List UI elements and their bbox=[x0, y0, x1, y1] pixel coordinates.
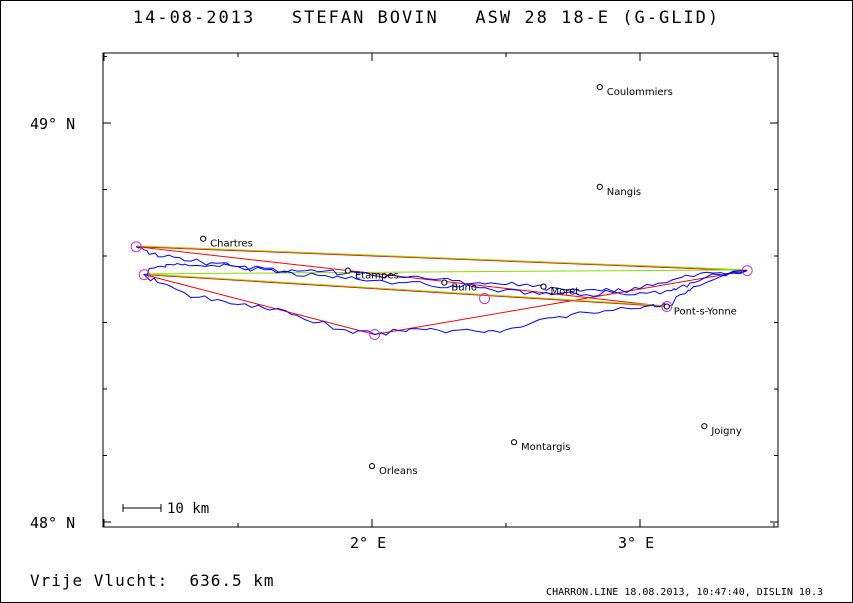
place-marker bbox=[596, 183, 603, 190]
turnpoint-marker bbox=[741, 265, 753, 277]
task-line-green bbox=[144, 269, 748, 275]
flight-title: 14-08-2013 STEFAN BOVIN ASW 28 18-E (G-G… bbox=[132, 8, 721, 28]
software-credit: CHARRON.LINE 18.08.2013, 10:47:40, DISLI… bbox=[546, 587, 823, 598]
place-marker bbox=[540, 283, 547, 290]
place-label: Buno bbox=[451, 283, 477, 294]
flight-track-path bbox=[135, 246, 748, 336]
place-label: Montargis bbox=[521, 442, 570, 453]
place-label: Nangis bbox=[607, 187, 641, 198]
place-label: Coulommiers bbox=[607, 87, 673, 98]
free-flight-distance: Vrije Vlucht: 636.5 km bbox=[30, 571, 275, 590]
lat-label: 49° N bbox=[30, 115, 75, 133]
lat-label: 48° N bbox=[30, 514, 75, 532]
place-markers: Coulommiers Nangis Chartres Etampes Buno More… bbox=[200, 83, 742, 477]
task-line-red bbox=[136, 246, 667, 308]
lon-label: 3° E bbox=[618, 534, 654, 552]
turnpoint-marker bbox=[138, 269, 150, 281]
turnpoints bbox=[130, 241, 753, 340]
task-lines bbox=[136, 245, 748, 335]
flight-track bbox=[135, 246, 748, 336]
place-marker bbox=[441, 279, 448, 286]
place-marker bbox=[701, 423, 708, 430]
place-marker bbox=[596, 83, 603, 91]
task-line-red bbox=[144, 274, 667, 308]
task-line-green bbox=[144, 273, 667, 307]
turnpoint-marker bbox=[130, 241, 142, 253]
task-line-green bbox=[136, 245, 748, 271]
place-label: Pont-s-Yonne bbox=[674, 307, 737, 318]
scale-bar: 10 km bbox=[122, 501, 209, 517]
place-marker bbox=[663, 303, 670, 310]
turnpoint-marker bbox=[369, 328, 381, 340]
scale-bar-label: 10 km bbox=[167, 501, 209, 517]
place-label: Orleans bbox=[379, 466, 418, 477]
place-label: Joigny bbox=[710, 426, 742, 437]
place-marker bbox=[344, 267, 351, 274]
place-marker bbox=[368, 463, 376, 470]
task-line-red bbox=[144, 274, 375, 335]
place-marker bbox=[200, 235, 207, 242]
task-line-red bbox=[374, 270, 748, 335]
place-label: Chartres bbox=[210, 239, 253, 250]
axis-ticks bbox=[103, 53, 778, 527]
place-label: Moret bbox=[551, 287, 580, 298]
task-line-red bbox=[136, 246, 748, 272]
place-label: Etampes bbox=[355, 271, 399, 282]
plot-frame bbox=[102, 52, 779, 528]
turnpoint-marker bbox=[479, 293, 491, 305]
turnpoint-marker bbox=[661, 301, 673, 313]
place-marker bbox=[510, 439, 518, 446]
axis-labels: 49° N 48° N 2° E 3° E bbox=[30, 115, 654, 552]
lon-label: 2° E bbox=[350, 534, 386, 552]
